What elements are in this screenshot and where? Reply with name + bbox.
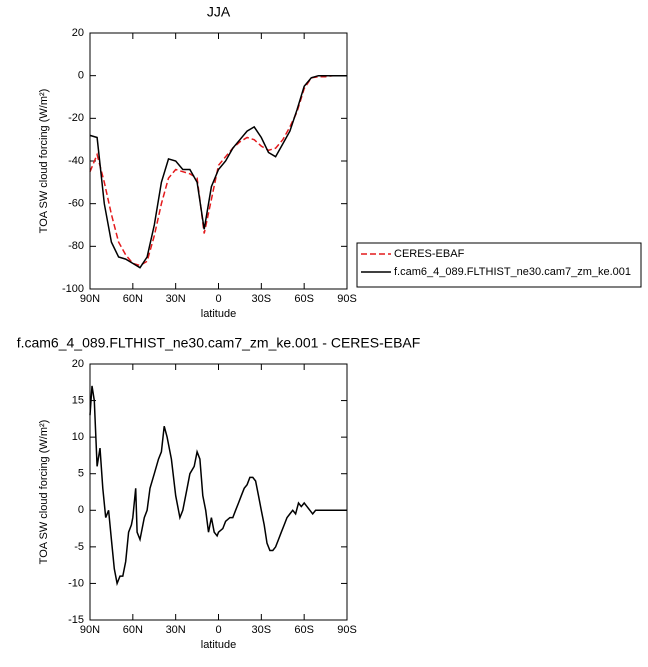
x-tick-label: 0 [215,624,221,636]
chart-title: f.cam6_4_089.FLTHIST_ne30.cam7_zm_ke.001… [17,335,421,351]
x-tick-label: 30S [252,624,272,636]
y-tick-label: -80 [68,240,84,252]
y-tick-label: -10 [68,577,84,589]
x-tick-label: 30N [166,624,186,636]
y-tick-label: -5 [74,541,84,553]
chart-title: JJA [207,4,231,20]
x-tick-label: 90S [337,624,357,636]
x-axis-label: latitude [201,639,236,651]
x-tick-label: 0 [215,293,221,305]
y-tick-label: 20 [72,27,84,39]
y-tick-label: 0 [78,504,84,516]
y-tick-label: -100 [62,283,84,295]
y-tick-label: 0 [78,70,84,82]
y-tick-label: 20 [72,358,84,370]
y-tick-label: 5 [78,468,84,480]
series-line [89,74,347,269]
plot-frame [89,363,348,621]
x-tick-label: 90N [80,293,100,305]
x-tick-label: 90N [80,624,100,636]
series-line [89,385,347,587]
x-tick-label: 30N [166,293,186,305]
y-tick-label: 10 [72,431,84,443]
y-tick-label: -20 [68,112,84,124]
x-tick-label: 60S [294,293,314,305]
x-axis-label: latitude [201,308,236,320]
legend-box [356,242,642,288]
plot-frame [89,32,348,290]
y-tick-label: -15 [68,614,84,626]
x-tick-label: 60N [123,293,143,305]
x-tick-label: 90S [337,293,357,305]
legend-label: f.cam6_4_089.FLTHIST_ne30.cam7_zm_ke.001 [394,266,631,278]
x-tick-label: 60N [123,624,143,636]
y-axis-label: TOA SW cloud forcing (W/m²) [38,420,50,565]
y-tick-label: -60 [68,198,84,210]
y-axis-label: TOA SW cloud forcing (W/m²) [38,89,50,234]
y-tick-label: -40 [68,155,84,167]
legend-label: CERES-EBAF [394,248,465,260]
x-tick-label: 60S [294,624,314,636]
x-tick-label: 30S [252,293,272,305]
y-tick-label: 15 [72,394,84,406]
